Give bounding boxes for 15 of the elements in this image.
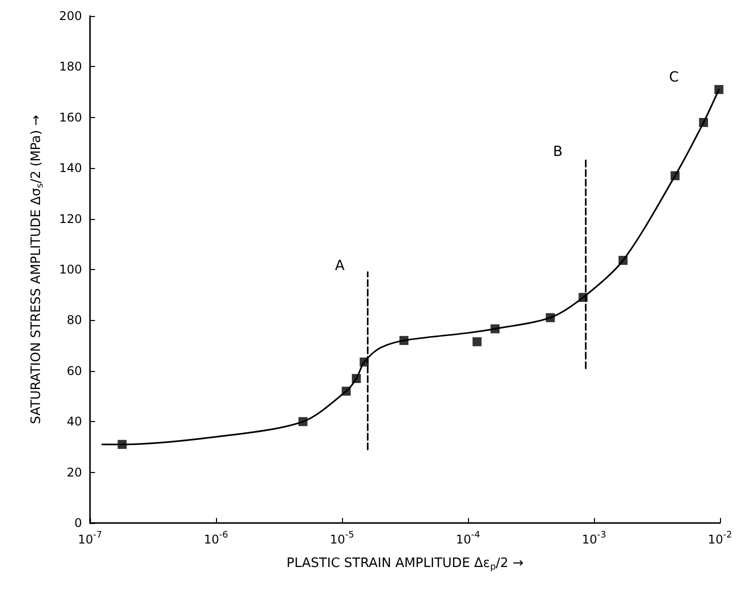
- y-tick-label: 40: [66, 414, 82, 429]
- y-tick-label: 100: [59, 262, 82, 276]
- y-tick-label: 0: [74, 516, 82, 530]
- annotation: A: [334, 258, 345, 274]
- y-tick-label: 80: [66, 313, 82, 328]
- annotation: C: [669, 70, 680, 86]
- y-tick-label: 180: [59, 60, 82, 74]
- y-tick-label: 60: [66, 364, 82, 378]
- y-tick-label: 120: [59, 212, 82, 226]
- annotation: B: [552, 144, 563, 160]
- y-tick-label: 160: [59, 110, 82, 124]
- y-axis-title: SATURATION STRESS AMPLITUDE Δσs/2 (MPa) →: [29, 114, 46, 424]
- y-tick-label: 20: [66, 465, 82, 480]
- y-tick-label: 140: [59, 161, 82, 176]
- y-tick-label: 200: [59, 9, 82, 23]
